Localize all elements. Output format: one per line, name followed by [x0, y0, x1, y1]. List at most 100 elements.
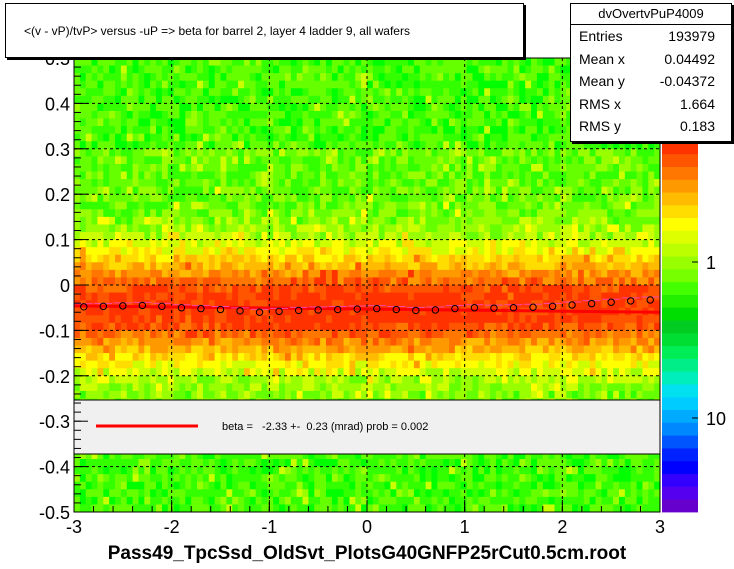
- heatmap-cell: [648, 322, 655, 331]
- heatmap-cell: [208, 186, 216, 195]
- heatmap-cell: [408, 163, 415, 172]
- heatmap-cell: [308, 300, 315, 309]
- heatmap-cell: [402, 262, 409, 271]
- heatmap-cell: [226, 171, 233, 180]
- heatmap-cell: [501, 194, 509, 203]
- heatmap-cell: [91, 156, 98, 165]
- heatmap-cell: [624, 300, 632, 309]
- heatmap-cell: [560, 337, 567, 346]
- heatmap-cell: [144, 262, 151, 271]
- heatmap-cell: [390, 73, 397, 82]
- heatmap-cell: [519, 368, 526, 377]
- heatmap-cell: [109, 247, 116, 256]
- heatmap-cell: [618, 254, 626, 263]
- heatmap-cell: [238, 179, 245, 188]
- heatmap-cell: [501, 118, 509, 127]
- heatmap-cell: [454, 156, 462, 165]
- heatmap-cell: [384, 141, 391, 150]
- heatmap-cell: [495, 247, 503, 256]
- heatmap-cell: [120, 232, 128, 240]
- heatmap-cell: [577, 330, 585, 339]
- heatmap-cell: [161, 345, 169, 354]
- heatmap-cell: [314, 186, 321, 195]
- heatmap-cell: [554, 201, 561, 210]
- heatmap-cell: [132, 390, 139, 399]
- heatmap-cell: [560, 368, 567, 377]
- heatmap-cell: [255, 390, 262, 399]
- heatmap-cell: [279, 209, 286, 218]
- heatmap-cell: [413, 307, 421, 316]
- heatmap-cell: [390, 133, 397, 142]
- heatmap-cell: [367, 315, 374, 324]
- heatmap-cell: [402, 186, 409, 195]
- heatmap-cell: [378, 80, 385, 89]
- heatmap-cell: [531, 247, 538, 256]
- heatmap-cell: [156, 171, 163, 180]
- heatmap-cell: [501, 103, 509, 112]
- heatmap-cell: [636, 345, 643, 354]
- heatmap-cell: [85, 110, 92, 119]
- heatmap-cell: [349, 390, 356, 399]
- heatmap-cell: [138, 254, 145, 263]
- heatmap-cell: [519, 126, 526, 135]
- heatmap-cell: [390, 194, 397, 203]
- heatmap-cell: [601, 375, 608, 384]
- heatmap-cell: [654, 375, 661, 384]
- heatmap-cell: [589, 383, 596, 392]
- heatmap-cell: [654, 337, 661, 346]
- heatmap-cell: [361, 179, 368, 188]
- heatmap-cell: [279, 247, 286, 256]
- heatmap-cell: [372, 390, 380, 399]
- heatmap-cell: [478, 277, 485, 286]
- heatmap-cell: [419, 307, 426, 316]
- heatmap-cell: [115, 307, 122, 316]
- heatmap-cell: [214, 103, 221, 112]
- heatmap-cell: [167, 171, 175, 180]
- heatmap-cell: [279, 375, 286, 384]
- heatmap-cell: [349, 141, 356, 150]
- heatmap-cell: [402, 141, 409, 150]
- heatmap-cell: [208, 88, 216, 97]
- heatmap-cell: [161, 353, 169, 362]
- heatmap-cell: [501, 285, 509, 293]
- heatmap-cell: [173, 209, 180, 218]
- heatmap-cell: [238, 300, 245, 309]
- heatmap-cell: [642, 194, 649, 203]
- heatmap-cell: [408, 322, 415, 331]
- heatmap-cell: [273, 148, 280, 157]
- heatmap-cell: [613, 141, 620, 150]
- heatmap-cell: [378, 194, 385, 203]
- heatmap-cell: [425, 285, 432, 293]
- heatmap-cell: [408, 383, 415, 392]
- heatmap-cell: [490, 300, 497, 309]
- heatmap-cell: [624, 232, 632, 240]
- heatmap-cell: [642, 239, 649, 248]
- heatmap-cell: [431, 103, 438, 112]
- heatmap-cell: [484, 156, 491, 165]
- heatmap-cell: [372, 330, 380, 339]
- heatmap-cell: [542, 110, 550, 119]
- heatmap-cell: [261, 216, 268, 225]
- heatmap-cell: [156, 224, 163, 233]
- heatmap-cell: [431, 133, 438, 142]
- heatmap-cell: [191, 269, 198, 278]
- heatmap-cell: [337, 322, 344, 331]
- heatmap-cell: [355, 80, 362, 89]
- heatmap-cell: [132, 141, 139, 150]
- heatmap-cell: [296, 194, 303, 203]
- heatmap-cell: [554, 95, 561, 104]
- heatmap-cell: [507, 224, 514, 233]
- heatmap-cell: [413, 118, 421, 127]
- heatmap-cell: [115, 58, 122, 66]
- heatmap-cell: [577, 285, 585, 293]
- heatmap-cell: [454, 277, 462, 286]
- heatmap-cell: [607, 269, 614, 278]
- heatmap-cell: [179, 375, 186, 384]
- heatmap-cell: [454, 209, 462, 218]
- heatmap-cell: [296, 171, 303, 180]
- heatmap-cell: [390, 216, 397, 225]
- heatmap-cell: [636, 277, 643, 286]
- heatmap-cell: [202, 315, 210, 324]
- heatmap-cell: [595, 232, 602, 240]
- heatmap-cell: [490, 58, 497, 66]
